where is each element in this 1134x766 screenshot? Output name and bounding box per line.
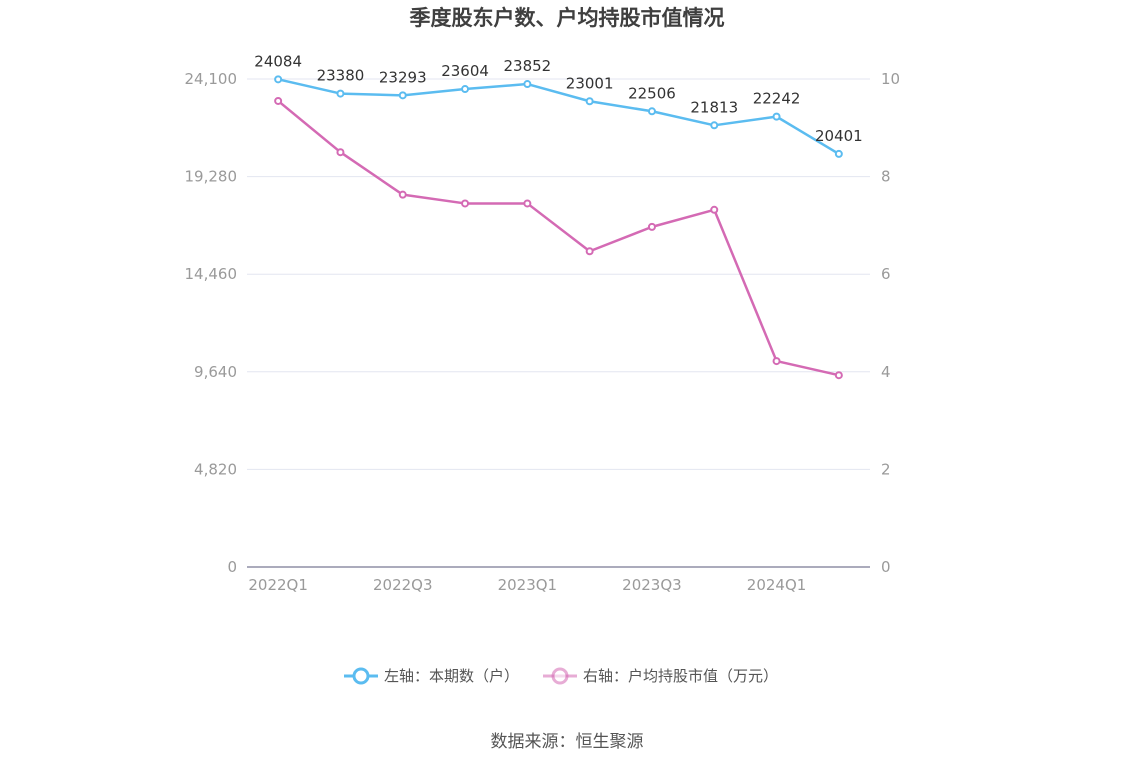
data-point-left[interactable] — [647, 107, 656, 116]
data-labels: 24084 23380 23293 23604 23852 23001 22506 21813… — [254, 52, 862, 145]
data-point-right[interactable] — [772, 357, 781, 366]
x-axis-tick-label: 2022Q3 — [373, 576, 433, 594]
legend-right-circle-icon — [551, 667, 569, 685]
legend-right-label: 右轴：户均持股市值（万元） — [583, 667, 778, 685]
chart-title: 季度股东户数、户均持股市值情况 — [410, 6, 725, 30]
data-label: 23293 — [379, 68, 427, 86]
data-point-right[interactable] — [336, 148, 345, 157]
data-point-left[interactable] — [585, 97, 594, 106]
data-label: 24084 — [254, 52, 302, 70]
x-axis-tick-label: 2024Q1 — [747, 576, 807, 594]
left-axis-tick-label: 9,640 — [194, 363, 237, 381]
series-lines — [274, 75, 843, 380]
right-axis-tick-label: 4 — [881, 363, 891, 381]
data-point-left[interactable] — [274, 75, 283, 84]
left-axis-tick-label: 24,100 — [185, 70, 238, 88]
data-label: 23604 — [441, 62, 489, 80]
grid-lines — [247, 78, 870, 568]
data-label: 23001 — [566, 74, 614, 92]
right-axis-tick-label: 8 — [881, 168, 891, 186]
right-axis-tick-label: 6 — [881, 265, 891, 283]
legend-left-circle-icon — [352, 667, 370, 685]
data-point-right[interactable] — [585, 247, 594, 256]
data-point-left[interactable] — [523, 80, 532, 89]
data-point-left[interactable] — [834, 149, 843, 158]
data-label: 23852 — [503, 57, 551, 75]
data-label: 20401 — [815, 127, 863, 145]
data-point-left[interactable] — [398, 91, 407, 100]
data-point-right[interactable] — [523, 199, 532, 208]
data-point-left[interactable] — [461, 85, 470, 94]
data-label: 23380 — [317, 67, 365, 85]
left-axis-tick-label: 0 — [227, 558, 237, 576]
right-axis-ticks: 0 2 4 6 8 10 — [881, 70, 900, 576]
data-point-right[interactable] — [274, 96, 283, 105]
right-axis-tick-label: 2 — [881, 460, 891, 478]
x-axis-tick-label: 2023Q1 — [498, 576, 558, 594]
data-point-right[interactable] — [647, 222, 656, 231]
data-label: 21813 — [690, 98, 738, 116]
left-axis-ticks: 0 4,820 9,640 14,460 19,280 24,100 — [185, 70, 238, 576]
data-label: 22242 — [753, 90, 801, 108]
left-axis-tick-label: 4,820 — [194, 460, 237, 478]
legend[interactable]: 左轴：本期数（户） 右轴：户均持股市值（万元） — [344, 667, 778, 685]
right-axis-tick-label: 0 — [881, 558, 891, 576]
legend-item-left[interactable]: 左轴：本期数（户） — [344, 667, 519, 685]
data-source: 数据来源：恒生聚源 — [491, 732, 644, 752]
legend-item-right[interactable]: 右轴：户均持股市值（万元） — [543, 667, 778, 685]
data-label: 22506 — [628, 84, 676, 102]
data-point-right[interactable] — [710, 205, 719, 214]
left-axis-tick-label: 14,460 — [185, 265, 238, 283]
series-line-left — [277, 78, 840, 155]
x-axis-tick-label: 2023Q3 — [622, 576, 682, 594]
series-line-right — [277, 99, 840, 377]
data-point-right[interactable] — [834, 371, 843, 380]
data-point-right[interactable] — [398, 190, 407, 199]
data-point-left[interactable] — [336, 89, 345, 98]
left-axis-tick-label: 19,280 — [185, 168, 238, 186]
right-axis-tick-label: 10 — [881, 70, 900, 88]
x-axis-ticks: 2022Q1 2022Q3 2023Q1 2023Q3 2024Q1 — [248, 576, 806, 594]
data-point-left[interactable] — [772, 112, 781, 121]
data-point-right[interactable] — [461, 199, 470, 208]
data-point-left[interactable] — [710, 121, 719, 130]
legend-left-label: 左轴：本期数（户） — [384, 667, 519, 685]
x-axis-tick-label: 2022Q1 — [248, 576, 308, 594]
